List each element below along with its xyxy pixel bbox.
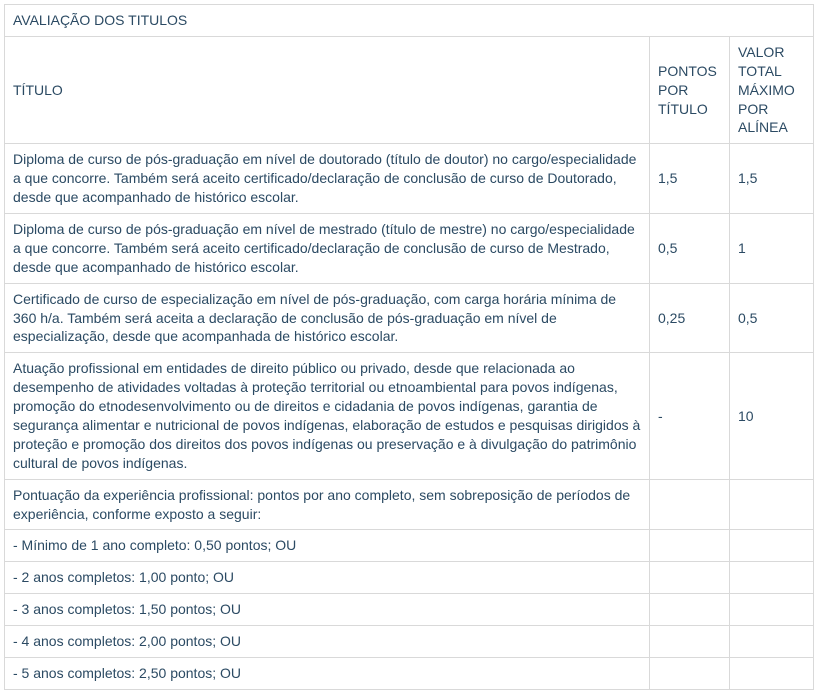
cell-titulo: - Mínimo de 1 ano completo: 0,50 pontos;…: [5, 530, 650, 562]
cell-valor: 1: [730, 214, 814, 284]
cell-pontos: 0,25: [650, 283, 730, 353]
cell-pontos: [650, 626, 730, 658]
table-row: - 3 anos completos: 1,50 pontos; OU: [5, 594, 814, 626]
table-row: - Mínimo de 1 ano completo: 0,50 pontos;…: [5, 530, 814, 562]
cell-titulo: Pontuação da experiência profissional: p…: [5, 479, 650, 530]
evaluation-table: AVALIAÇÃO DOS TITULOS TÍTULO PONTOS POR …: [4, 4, 814, 690]
table-body: AVALIAÇÃO DOS TITULOS TÍTULO PONTOS POR …: [5, 5, 814, 690]
header-valor: VALOR TOTAL MÁXIMO POR ALÍNEA: [730, 36, 814, 143]
cell-pontos: [650, 594, 730, 626]
cell-valor: [730, 562, 814, 594]
table-row: - 2 anos completos: 1,00 ponto; OU: [5, 562, 814, 594]
cell-titulo: Diploma de curso de pós-graduação em nív…: [5, 214, 650, 284]
table-title: AVALIAÇÃO DOS TITULOS: [5, 5, 814, 37]
table-row: Atuação profissional em entidades de dir…: [5, 353, 814, 479]
cell-titulo: Certificado de curso de especialização e…: [5, 283, 650, 353]
cell-valor: [730, 626, 814, 658]
table-row: Certificado de curso de especialização e…: [5, 283, 814, 353]
header-pontos: PONTOS POR TÍTULO: [650, 36, 730, 143]
table-row: Diploma de curso de pós-graduação em nív…: [5, 144, 814, 214]
cell-pontos: 1,5: [650, 144, 730, 214]
cell-pontos: -: [650, 353, 730, 479]
cell-titulo: Atuação profissional em entidades de dir…: [5, 353, 650, 479]
table-row: - 5 anos completos: 2,50 pontos; OU: [5, 658, 814, 690]
cell-valor: 0,5: [730, 283, 814, 353]
cell-titulo: - 5 anos completos: 2,50 pontos; OU: [5, 658, 650, 690]
cell-titulo: Diploma de curso de pós-graduação em nív…: [5, 144, 650, 214]
header-titulo: TÍTULO: [5, 36, 650, 143]
table-row: Diploma de curso de pós-graduação em nív…: [5, 214, 814, 284]
cell-titulo: - 3 anos completos: 1,50 pontos; OU: [5, 594, 650, 626]
cell-pontos: 0,5: [650, 214, 730, 284]
table-header-row: TÍTULO PONTOS POR TÍTULO VALOR TOTAL MÁX…: [5, 36, 814, 143]
cell-valor: [730, 594, 814, 626]
cell-pontos: [650, 562, 730, 594]
table-row: - 4 anos completos: 2,00 pontos; OU: [5, 626, 814, 658]
cell-valor: [730, 658, 814, 690]
cell-pontos: [650, 479, 730, 530]
cell-titulo: - 2 anos completos: 1,00 ponto; OU: [5, 562, 650, 594]
table-row: Pontuação da experiência profissional: p…: [5, 479, 814, 530]
table-title-row: AVALIAÇÃO DOS TITULOS: [5, 5, 814, 37]
cell-titulo: - 4 anos completos: 2,00 pontos; OU: [5, 626, 650, 658]
cell-pontos: [650, 658, 730, 690]
cell-valor: [730, 479, 814, 530]
cell-valor: 1,5: [730, 144, 814, 214]
cell-valor: 10: [730, 353, 814, 479]
cell-pontos: [650, 530, 730, 562]
cell-valor: [730, 530, 814, 562]
